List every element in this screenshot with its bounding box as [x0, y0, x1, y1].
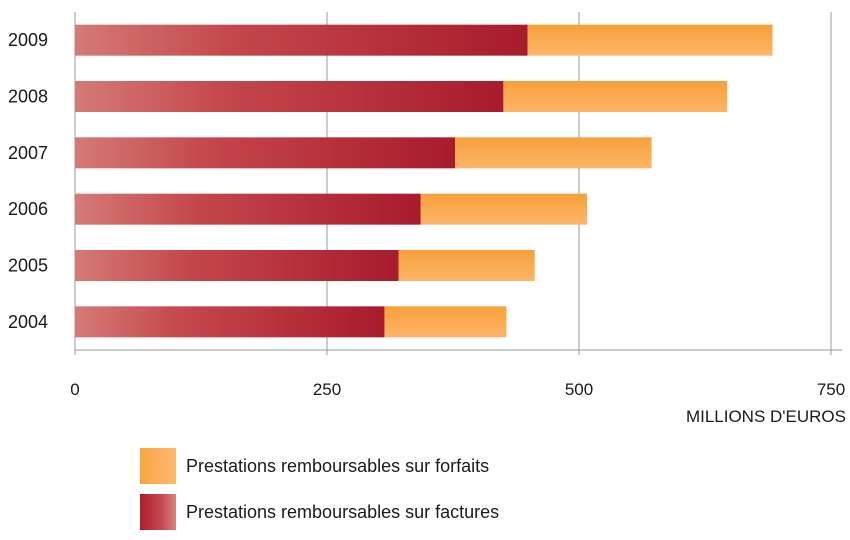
bar-2005-factures	[75, 250, 399, 281]
bar-2009-factures	[75, 24, 528, 56]
bars	[75, 24, 773, 338]
legend-swatch-factures	[140, 494, 176, 530]
bar-2005-forfaits	[398, 250, 535, 281]
bar-2007-forfaits	[455, 137, 652, 169]
x-axis-title: MILLIONS D'EUROS	[686, 407, 846, 426]
x-tick-label-750: 750	[817, 380, 845, 399]
x-tick-label-250: 250	[313, 380, 341, 399]
legend-label-forfaits: Prestations remboursables sur forfaits	[186, 456, 490, 476]
bar-2008-forfaits	[503, 81, 728, 112]
legend-swatch-forfaits	[140, 448, 176, 484]
category-label-2009: 2009	[8, 30, 48, 50]
x-tick-label-0: 0	[70, 380, 79, 399]
gridlines	[74, 12, 832, 355]
bar-2008-factures	[75, 81, 504, 112]
category-label-2007: 2007	[8, 143, 48, 163]
category-label-2005: 2005	[8, 256, 48, 276]
bar-2007-factures	[75, 137, 456, 169]
legend-label-factures: Prestations remboursables sur factures	[186, 502, 500, 522]
bar-2006-forfaits	[420, 193, 588, 225]
x-axis: 0 250 500 750 MILLIONS D'EUROS	[70, 349, 846, 426]
bar-2004-forfaits	[384, 306, 507, 338]
x-tick-label-500: 500	[565, 380, 593, 399]
category-label-2004: 2004	[8, 312, 48, 332]
category-label-2008: 2008	[8, 87, 48, 107]
category-label-2006: 2006	[8, 199, 48, 219]
bar-2006-factures	[75, 193, 421, 225]
bar-2009-forfaits	[527, 24, 773, 56]
bar-2004-factures	[75, 306, 385, 338]
category-labels: 2004 2005 2006 2007 2008 2009	[8, 30, 48, 332]
